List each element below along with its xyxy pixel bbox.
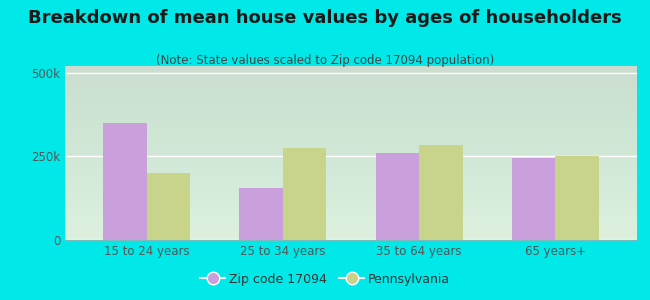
- Bar: [512, 158, 555, 240]
- Bar: [283, 148, 326, 240]
- Bar: [376, 153, 419, 240]
- Bar: [419, 145, 463, 240]
- Legend: Zip code 17094, Pennsylvania: Zip code 17094, Pennsylvania: [195, 268, 455, 291]
- Text: (Note: State values scaled to Zip code 17094 population): (Note: State values scaled to Zip code 1…: [156, 54, 494, 67]
- Bar: [103, 123, 147, 240]
- Text: Breakdown of mean house values by ages of householders: Breakdown of mean house values by ages o…: [28, 9, 622, 27]
- Bar: [147, 173, 190, 240]
- Bar: [239, 188, 283, 240]
- Bar: [555, 156, 599, 240]
